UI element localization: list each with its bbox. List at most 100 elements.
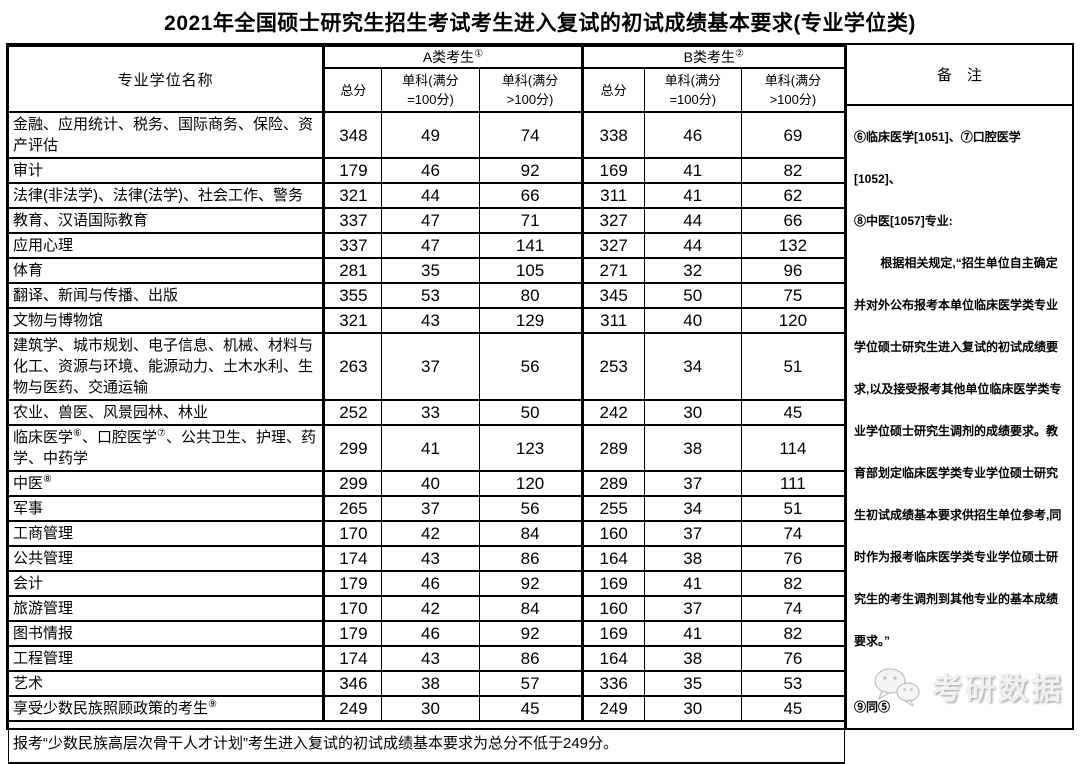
table-row: 军事 265 37 56 255 34 51 [7,495,846,522]
b-total-cell: 345 [580,282,645,309]
b-single-gt100-cell: 45 [740,695,846,722]
table-row: 临床医学⑥、口腔医学⑦、公共卫生、护理、药学、中药学 299 41 123 28… [7,424,846,472]
b-single-eq100-cell: 34 [643,495,742,522]
a-total-cell: 174 [322,545,383,572]
b-single-gt100-cell: 111 [740,470,846,497]
degree-name-cell: 金融、应用统计、税务、国际商务、保险、资产评估 [7,111,325,159]
b-total-cell: 242 [580,399,645,426]
col-header-a-total: 总分 [322,67,383,113]
table-row: 艺术 346 38 57 336 35 53 [7,670,846,697]
b-single-gt100-cell: 132 [740,232,846,259]
footer-note-row: 报考“少数民族高层次骨干人才计划”考生进入复试的初试成绩基本要求为总分不低于24… [8,720,845,764]
a-single-eq100-cell: 38 [381,670,480,697]
b-single-gt100-cell: 51 [740,332,846,401]
b-single-eq100-cell: 30 [643,695,742,722]
a-single-gt100-cell: 74 [478,111,583,159]
a-single-gt100-cell: 56 [478,332,583,401]
a-single-gt100-cell: 92 [478,157,583,184]
score-table-container: 专业学位名称 A类考生① B类考生② 总分 单科(满分 =100分) 单科(满分… [6,43,1074,764]
watermark-text: 考研数据 [932,673,1064,706]
b-total-cell: 311 [580,182,645,209]
b-total-cell: 169 [580,620,645,647]
a-single-eq100-cell: 43 [381,545,480,572]
b-single-gt100-cell: 75 [740,282,846,309]
b-single-eq100-cell: 41 [643,620,742,647]
a-single-gt100-cell: 120 [478,470,583,497]
b-single-gt100-cell: 82 [740,157,846,184]
a-single-gt100-cell: 80 [478,282,583,309]
b-single-gt100-cell: 114 [740,424,846,472]
degree-name-cell: 体育 [7,257,325,284]
a-total-cell: 337 [322,232,383,259]
degree-name-cell: 工商管理 [7,520,325,547]
a-single-gt100-cell: 45 [478,695,583,722]
degree-name-cell: 会计 [7,570,325,597]
a-total-cell: 346 [322,670,383,697]
b-total-cell: 338 [580,111,645,159]
b-single-gt100-cell: 96 [740,257,846,284]
degree-name-cell: 翻译、新闻与传播、出版 [7,282,325,309]
b-single-gt100-cell: 51 [740,495,846,522]
a-single-eq100-cell: 37 [381,495,480,522]
a-single-gt100-cell: 71 [478,207,583,234]
table-body: 金融、应用统计、税务、国际商务、保险、资产评估 348 49 74 338 46… [7,111,846,764]
a-total-cell: 321 [322,307,383,334]
b-total-cell: 169 [580,570,645,597]
a-total-cell: 179 [322,570,383,597]
a-single-gt100-cell: 92 [478,570,583,597]
a-total-cell: 249 [322,695,383,722]
a-total-cell: 348 [322,111,383,159]
b-single-eq100-cell: 32 [643,257,742,284]
b-single-eq100-cell: 41 [643,182,742,209]
degree-name-cell: 旅游管理 [7,595,325,622]
col-header-remarks: 备 注 [847,45,1072,106]
b-single-gt100-cell: 62 [740,182,846,209]
b-single-gt100-cell: 120 [740,307,846,334]
a-total-cell: 281 [322,257,383,284]
col-header-b-total: 总分 [580,67,645,113]
degree-name-cell: 法律(非法学)、法律(法学)、社会工作、警务 [7,182,325,209]
a-single-eq100-cell: 42 [381,520,480,547]
a-single-gt100-cell: 66 [478,182,583,209]
col-header-group-b: B类考生② [580,45,846,69]
footer-note: 报考“少数民族高层次骨干人才计划”考生进入复试的初试成绩基本要求为总分不低于24… [8,720,845,764]
b-single-gt100-cell: 69 [740,111,846,159]
table-row: 享受少数民族照顾政策的考生⑨ 249 30 45 249 30 45 [7,695,846,722]
remark-note-9: ⑨同⑤ [854,700,891,714]
b-total-cell: 327 [580,232,645,259]
table-row: 文物与博物馆 321 43 129 311 40 120 [7,307,846,334]
b-total-cell: 255 [580,495,645,522]
a-total-cell: 170 [322,595,383,622]
a-single-gt100-cell: 57 [478,670,583,697]
degree-name-cell: 艺术 [7,670,325,697]
a-single-eq100-cell: 42 [381,595,480,622]
a-single-gt100-cell: 84 [478,520,583,547]
b-total-cell: 164 [580,645,645,672]
b-single-gt100-cell: 74 [740,520,846,547]
table-row: 农业、兽医、风景园林、林业 252 33 50 242 30 45 [7,399,846,426]
b-total-cell: 327 [580,207,645,234]
a-total-cell: 263 [322,332,383,401]
b-total-cell: 253 [580,332,645,401]
table-row: 翻译、新闻与传播、出版 355 53 80 345 50 75 [7,282,846,309]
a-total-cell: 252 [322,399,383,426]
table-row: 工商管理 170 42 84 160 37 74 [7,520,846,547]
degree-name-cell: 图书情报 [7,620,325,647]
table-header: 专业学位名称 A类考生① B类考生② 总分 单科(满分 =100分) 单科(满分… [7,45,846,113]
b-total-cell: 271 [580,257,645,284]
a-single-eq100-cell: 40 [381,470,480,497]
table-row: 应用心理 337 47 141 327 44 132 [7,232,846,259]
b-single-eq100-cell: 40 [643,307,742,334]
b-single-eq100-cell: 46 [643,111,742,159]
b-single-eq100-cell: 37 [643,595,742,622]
a-total-cell: 174 [322,645,383,672]
degree-name-cell: 应用心理 [7,232,325,259]
a-single-gt100-cell: 84 [478,595,583,622]
b-total-cell: 164 [580,545,645,572]
b-single-gt100-cell: 53 [740,670,846,697]
b-single-eq100-cell: 34 [643,332,742,401]
b-total-cell: 160 [580,595,645,622]
b-single-eq100-cell: 50 [643,282,742,309]
b-single-eq100-cell: 38 [643,645,742,672]
degree-name-cell: 建筑学、城市规划、电子信息、机械、材料与化工、资源与环境、能源动力、土木水利、生… [7,332,325,401]
